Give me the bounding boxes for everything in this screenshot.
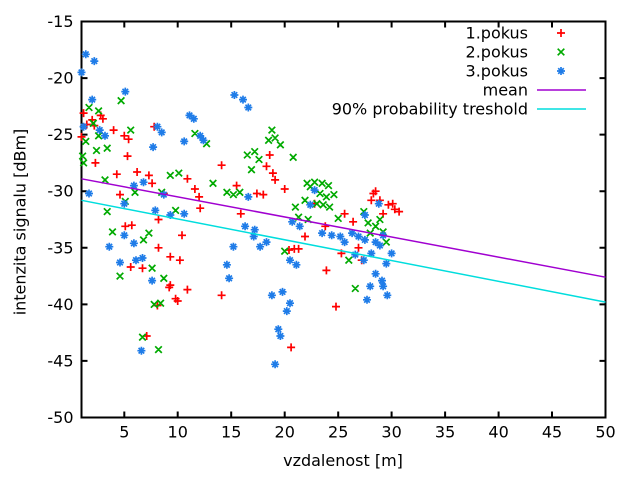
x-tick-label: 45 xyxy=(542,423,562,442)
line-90-probability-treshold xyxy=(81,199,606,303)
line-mean xyxy=(81,178,606,278)
points-2-pokus xyxy=(78,96,391,354)
y-tick-label: -30 xyxy=(47,182,73,201)
y-tick-label: -25 xyxy=(47,125,73,144)
legend-label: 2.pokus xyxy=(466,43,528,62)
legend-label: 1.pokus xyxy=(466,24,528,43)
x-axis-ticks: 5 10 15 20 25 30 35 40 45 50 xyxy=(119,21,616,442)
x-tick-label: 10 xyxy=(168,423,188,442)
x-tick-label: 25 xyxy=(328,423,348,442)
y-axis-ticks: -50 -45 -40 -35 -30 -25 -20 -15 xyxy=(47,12,606,427)
legend-marker-star-icon xyxy=(557,67,565,75)
x-tick-label: 15 xyxy=(221,423,241,442)
y-axis-title: intenzita signalu [dBm] xyxy=(10,128,30,316)
legend-label: 3.pokus xyxy=(466,62,528,81)
legend-label: mean xyxy=(483,81,528,100)
y-tick-label: -20 xyxy=(47,69,73,88)
y-tick-label: -50 xyxy=(47,408,73,427)
points-3-pokus xyxy=(77,50,396,369)
plot-border xyxy=(80,20,607,419)
x-tick-label: 20 xyxy=(275,423,295,442)
legend-label: 90% probability treshold xyxy=(332,100,528,119)
x-tick-label: 5 xyxy=(119,423,129,442)
y-tick-label: -45 xyxy=(47,351,73,370)
x-tick-label: 40 xyxy=(488,423,508,442)
x-tick-label: 30 xyxy=(381,423,401,442)
x-axis-title: vzdalenost [m] xyxy=(283,451,403,470)
legend-marker-plus-icon xyxy=(557,29,565,37)
points-1-pokus xyxy=(77,109,404,352)
y-tick-label: -15 xyxy=(47,12,73,31)
x-tick-label: 50 xyxy=(595,423,615,442)
legend-marker-cross-icon xyxy=(557,48,565,56)
x-tick-label: 35 xyxy=(435,423,455,442)
y-tick-label: -35 xyxy=(47,238,73,257)
y-tick-label: -40 xyxy=(47,295,73,314)
